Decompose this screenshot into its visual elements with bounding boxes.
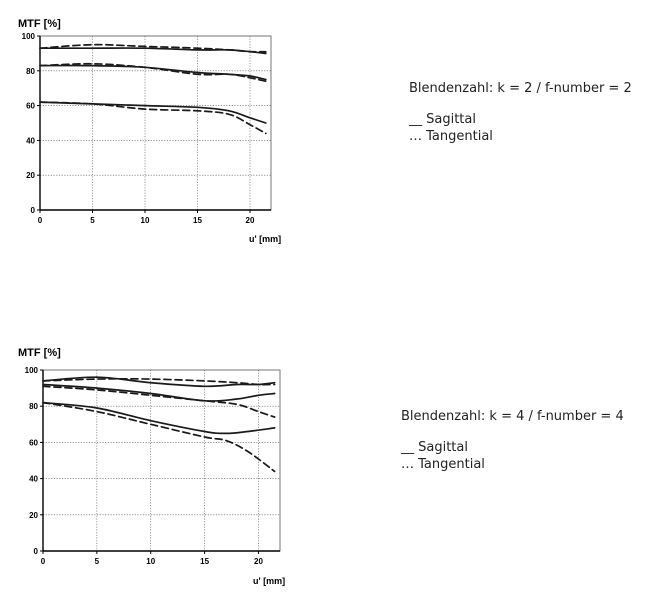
chart-title: MTF [%] (18, 347, 61, 359)
chart-title: MTF [%] (18, 18, 61, 30)
x-axis-label: u' [mm] (249, 234, 281, 244)
legend-block-2: Blendenzahl: k = 4 / f-number = 4 __ Sag… (401, 408, 624, 473)
x-tick-label: 5 (95, 557, 100, 566)
legend-tangential: … Tangential (409, 129, 493, 144)
y-tick-label: 80 (26, 67, 35, 76)
chart-2: 0 20 40 60 80 100 0 5 10 15 20 MTF [%] u' [mm] (18, 347, 285, 586)
x-tick-label: 15 (193, 216, 202, 225)
y-tick-label: 100 (22, 32, 36, 41)
x-tick-label: 20 (246, 216, 255, 225)
sagittal-series-line-3 (39, 64, 267, 81)
y-tick-label: 60 (26, 102, 35, 111)
y-tick-label: 80 (29, 402, 38, 411)
y-tick-label: 0 (31, 206, 36, 215)
x-tick-label: 10 (141, 216, 150, 225)
y-tick-label: 40 (29, 475, 38, 484)
chart-1: 0 20 40 60 80 100 0 5 10 15 20 MTF [%] u' [mm] (18, 18, 281, 244)
tangential-series-line-6 (42, 401, 276, 473)
sagittal-series-line-5 (42, 401, 276, 435)
plot-frame (39, 35, 272, 211)
x-axis-label: u' [mm] (253, 576, 285, 586)
x-tick-label: 10 (146, 557, 155, 566)
sagittal-series-line-3 (42, 383, 276, 402)
tangential-series-line-4 (42, 385, 276, 418)
y-tick-label: 20 (29, 511, 38, 520)
y-tick-label: 20 (26, 171, 35, 180)
legend-tangential: … Tangential (401, 457, 485, 472)
x-tick-label: 0 (41, 557, 46, 566)
x-tick-label: 20 (254, 557, 263, 566)
x-tick-label: 0 (38, 216, 43, 225)
legend-caption: Blendenzahl: k = 4 / f-number = 4 (401, 409, 624, 424)
x-tick-label: 15 (200, 557, 209, 566)
legend-sagittal: __ Sagittal (409, 112, 476, 127)
tangential-series-line-2 (42, 377, 276, 386)
tangential-series-line-4 (39, 62, 267, 83)
y-tick-label: 40 (26, 136, 35, 145)
sagittal-series-line-5 (39, 101, 267, 124)
legend-caption: Blendenzahl: k = 2 / f-number = 2 (409, 81, 632, 96)
legend-sagittal: __ Sagittal (401, 440, 468, 455)
y-tick-label: 0 (34, 547, 39, 556)
tangential-series-line-6 (39, 101, 267, 135)
y-tick-label: 60 (29, 438, 38, 447)
y-tick-label: 100 (25, 366, 39, 375)
legend-block-1: Blendenzahl: k = 2 / f-number = 2 __ Sag… (409, 80, 632, 145)
x-tick-label: 5 (90, 216, 95, 225)
tangential-series-line-2 (39, 43, 267, 53)
